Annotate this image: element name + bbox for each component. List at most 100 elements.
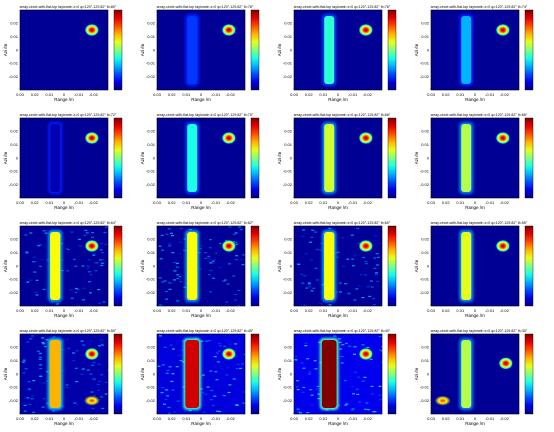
- speckle: [41, 337, 45, 339]
- speckle: [296, 263, 300, 265]
- x-tick-label: -0.02: [500, 92, 510, 97]
- x-tick-label: 0: [474, 200, 477, 205]
- x-tick-label: 0: [200, 308, 203, 313]
- y-tick-label: 0.02: [421, 237, 430, 242]
- speckle: [40, 258, 44, 261]
- x-axis-label: Range /m: [191, 205, 211, 210]
- speckle: [207, 273, 211, 276]
- speckle: [315, 248, 319, 251]
- hot-spot: [358, 240, 373, 252]
- x-tick-label: 0.02: [168, 200, 177, 205]
- speckle: [173, 270, 177, 272]
- speckle: [163, 346, 167, 348]
- speckle: [328, 304, 332, 306]
- stripe-target: [324, 124, 335, 192]
- speckle: [161, 387, 165, 389]
- speckle: [100, 374, 104, 376]
- speckle: [226, 366, 230, 369]
- speckle: [38, 352, 42, 355]
- x-tick-label: 0.03: [290, 200, 299, 205]
- x-tick-label: -0.02: [89, 308, 99, 313]
- speckle: [355, 388, 359, 390]
- speckle: [176, 400, 180, 402]
- speckle: [100, 396, 104, 398]
- x-tick-label: -0.01: [485, 416, 495, 421]
- speckle: [105, 381, 108, 383]
- hot-spot: [84, 240, 99, 252]
- x-tick-label: 0.03: [290, 92, 299, 97]
- speckle: [241, 264, 245, 266]
- speckle: [381, 346, 382, 348]
- speckle: [300, 362, 304, 364]
- speckle: [44, 229, 48, 232]
- speckle: [301, 391, 305, 393]
- y-axis-label: Azi /m: [3, 368, 8, 381]
- x-tick-label: -0.01: [211, 308, 221, 313]
- heatmap-panel: array-circle-with-flat-top taylorwin z=0…: [414, 221, 534, 318]
- x-tick-label: -0.02: [89, 92, 99, 97]
- x-tick-label: 0.03: [427, 92, 436, 97]
- y-tick-label: 0: [427, 371, 430, 376]
- speckle: [344, 404, 348, 406]
- y-tick-label: 0.01: [421, 34, 430, 39]
- speckle: [83, 234, 87, 236]
- speckle: [91, 407, 95, 409]
- x-axis-label: Range /m: [54, 205, 74, 210]
- plot-background: [157, 226, 245, 306]
- x-tick-label: 0: [63, 92, 66, 97]
- y-tick-label: -0.02: [283, 290, 293, 295]
- speckle: [229, 343, 233, 345]
- speckle: [318, 341, 322, 344]
- speckle: [372, 298, 376, 300]
- speckle: [303, 304, 307, 306]
- speckle: [171, 348, 175, 350]
- x-tick-label: 0: [337, 200, 340, 205]
- speckle: [297, 411, 301, 413]
- hot-spot: [498, 357, 513, 370]
- y-axis-label: Azi /m: [140, 44, 145, 57]
- speckle: [356, 393, 360, 395]
- speckle: [27, 388, 31, 390]
- colorbar: [113, 9, 123, 91]
- y-tick-label: 0.02: [284, 345, 293, 350]
- speckle: [210, 389, 214, 392]
- speckle: [357, 376, 361, 378]
- stripe-target: [461, 124, 472, 192]
- y-tick-label: 0.02: [421, 129, 430, 134]
- speckle: [205, 340, 209, 342]
- speckle: [209, 398, 213, 401]
- panel-title: array-circle-with-flat-top taylorwin z=0…: [157, 5, 254, 9]
- y-axis-label: Azi /m: [140, 152, 145, 165]
- speckle: [100, 243, 104, 245]
- speckle: [104, 393, 108, 395]
- hot-spot: [84, 132, 99, 144]
- plot-background: [431, 226, 519, 306]
- speckle: [223, 345, 227, 347]
- speckle: [80, 373, 84, 375]
- speckle: [23, 410, 27, 412]
- speckle: [46, 259, 50, 261]
- speckle: [207, 257, 211, 259]
- speckle: [39, 364, 43, 366]
- heatmap-panel: array-circle-with-flat-top taylorwin z=0…: [414, 329, 534, 426]
- speckle: [238, 226, 242, 228]
- speckle: [241, 363, 245, 365]
- x-tick-label: 0.02: [305, 92, 314, 97]
- speckle: [32, 380, 36, 382]
- x-tick-label: 0.01: [45, 416, 54, 421]
- speckle: [66, 248, 70, 251]
- speckle: [166, 369, 170, 371]
- speckle: [351, 258, 355, 260]
- x-tick-label: -0.01: [74, 200, 84, 205]
- x-tick-label: 0.02: [305, 200, 314, 205]
- speckle: [305, 287, 309, 289]
- x-tick-label: 0.01: [456, 416, 465, 421]
- speckle: [91, 232, 95, 234]
- speckle: [170, 234, 174, 237]
- speckle: [163, 403, 167, 405]
- speckle: [302, 367, 306, 369]
- y-tick-label: 0: [427, 155, 430, 160]
- colorbar: [524, 333, 534, 415]
- speckle: [76, 288, 80, 291]
- speckle: [165, 298, 169, 300]
